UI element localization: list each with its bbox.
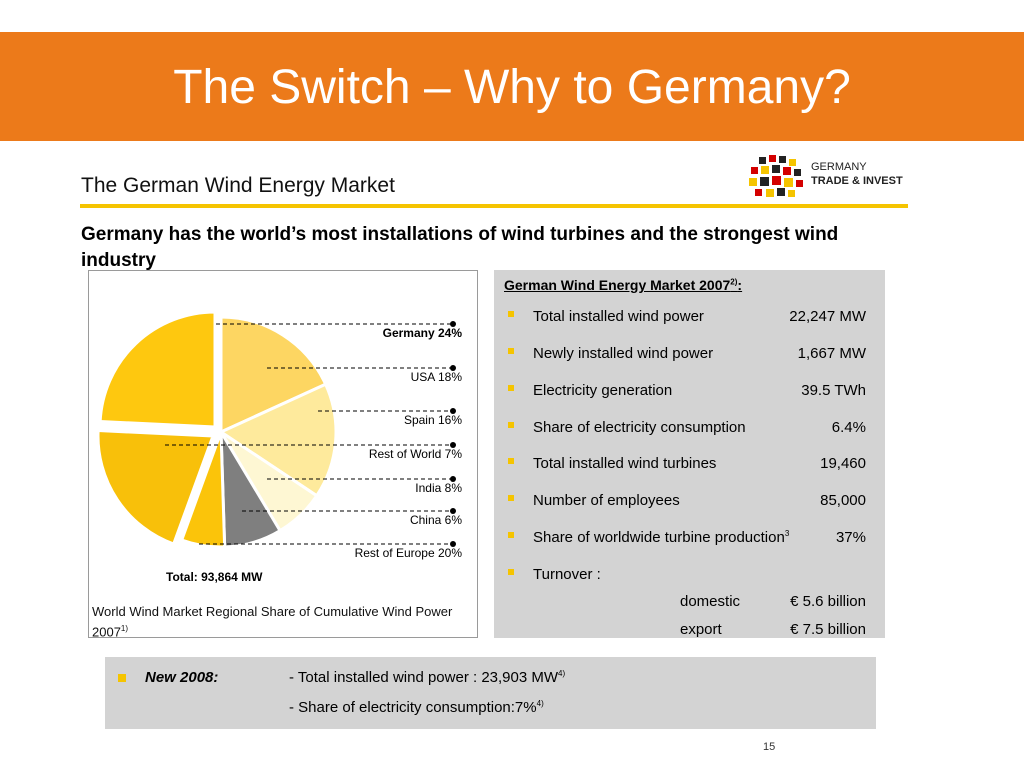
chart-caption-text: World Wind Market Regional Share of Cumu…	[92, 604, 453, 640]
logo-mark-icon	[749, 155, 803, 197]
leader-dot	[450, 321, 456, 327]
bullet-icon	[118, 674, 126, 682]
pie-slice-rest-of-europe	[96, 428, 216, 546]
leader-dot	[450, 442, 456, 448]
turnover-value: € 5.6 billion	[790, 593, 866, 610]
pie-label-china: China 6%	[410, 513, 462, 527]
market-stats-panel: German Wind Energy Market 20072): Total …	[494, 270, 885, 638]
stat-value: 22,247 MW	[789, 308, 866, 325]
bullet-icon	[508, 348, 514, 354]
bullet-icon	[508, 458, 514, 464]
pie-slice-germany	[98, 310, 217, 429]
market-title-text: German Wind Energy Market 2007	[504, 277, 731, 293]
stat-value: 1,667 MW	[797, 345, 866, 362]
stat-label: Share of worldwide turbine production3	[533, 529, 789, 546]
stat-label-footnote: 3	[784, 529, 790, 538]
pie-slice-china	[179, 431, 227, 549]
new-2008-line-1: - Total installed wind power : 23,903 MW…	[289, 669, 565, 686]
stat-label: Electricity generation	[533, 382, 673, 399]
new-2008-line-2-text: - Share of electricity consumption:7%	[289, 699, 537, 716]
pie-label-rest-of-world: Rest of World 7%	[369, 447, 462, 461]
new-2008-heading: New 2008:	[145, 669, 219, 686]
leader-dot	[450, 365, 456, 371]
pie-label-india: India 8%	[415, 481, 462, 495]
bullet-icon	[508, 532, 514, 538]
leader-dot	[450, 476, 456, 482]
stat-row: Share of worldwide turbine production3 3…	[494, 529, 885, 551]
logo-line-2: TRADE & INVEST	[811, 175, 903, 187]
chart-caption-footnote: 1)	[120, 624, 129, 633]
title-bar: The Switch – Why to Germany?	[0, 32, 1024, 141]
stat-label: Total installed wind turbines	[533, 455, 717, 472]
page-number: 15	[763, 741, 776, 753]
pie-slice-spain	[217, 382, 338, 498]
leader-dot	[450, 541, 456, 547]
new-2008-line-1-text: - Total installed wind power : 23,903 MW	[289, 669, 559, 686]
germany-trade-invest-logo	[745, 153, 915, 201]
turnover-label: export	[680, 621, 722, 638]
chart-total-label: Total: 93,864 MW	[166, 570, 263, 584]
leader-dot	[450, 508, 456, 514]
logo-text: GERMANY TRADE & INVEST	[811, 160, 903, 188]
market-title: German Wind Energy Market 20072):	[504, 277, 742, 293]
bullet-icon	[508, 422, 514, 428]
bullet-icon	[508, 569, 514, 575]
market-title-footnote: 2)	[730, 277, 738, 287]
stat-label: Number of employees	[533, 492, 680, 509]
stat-row: Total installed wind turbines 19,460	[494, 455, 885, 477]
stat-row: Newly installed wind power 1,667 MW	[494, 345, 885, 367]
stat-row: Turnover :	[494, 566, 885, 588]
turnover-value: € 7.5 billion	[790, 621, 866, 638]
turnover-row: domestic € 5.6 billion	[494, 593, 885, 615]
new-2008-line-2-footnote: 4)	[536, 699, 544, 708]
pie-label-spain: Spain 16%	[404, 413, 462, 427]
stat-row: Number of employees 85,000	[494, 492, 885, 514]
stat-value: 6.4%	[831, 419, 866, 436]
stat-label: Total installed wind power	[533, 308, 704, 325]
leader-dot	[450, 408, 456, 414]
stat-value: 19,460	[820, 455, 866, 472]
bullet-icon	[508, 385, 514, 391]
chart-caption: World Wind Market Regional Share of Cumu…	[92, 603, 472, 640]
new-2008-line-2: - Share of electricity consumption:7%4)	[289, 699, 544, 716]
pie-label-usa: USA 18%	[411, 370, 463, 384]
stat-label-text: Share of worldwide turbine production	[533, 529, 785, 546]
new-2008-line-1-footnote: 4)	[558, 669, 566, 678]
pie-slice-usa	[219, 315, 328, 435]
stat-row: Share of electricity consumption 6.4%	[494, 419, 885, 441]
pie-label-germany: Germany 24%	[383, 326, 463, 340]
stat-row: Electricity generation 39.5 TWh	[494, 382, 885, 404]
yellow-divider	[80, 204, 908, 208]
stat-row: Total installed wind power 22,247 MW	[494, 308, 885, 330]
market-title-colon: :	[737, 277, 743, 293]
turnover-label: domestic	[680, 593, 741, 610]
stat-value: 39.5 TWh	[801, 382, 866, 399]
pie-chart: Germany 24% USA 18% Spain 16% Rest of World…	[96, 310, 463, 560]
turnover-row: export € 7.5 billion	[494, 621, 885, 643]
new-2008-panel: New 2008: - Total installed wind power :…	[105, 657, 876, 729]
pie-chart-panel: Germany 24% USA 18% Spain 16% Rest of World…	[88, 270, 478, 640]
headline: Germany has the world’s most installatio…	[81, 224, 839, 271]
stat-label: Newly installed wind power	[533, 345, 714, 362]
stat-label: Turnover :	[533, 566, 601, 583]
stat-value: 85,000	[820, 492, 866, 509]
logo-line-1: GERMANY	[811, 161, 867, 173]
stat-value: 37%	[835, 529, 866, 546]
bullet-icon	[508, 495, 514, 501]
bullet-icon	[508, 311, 514, 317]
slide-subtitle: The German Wind Energy Market	[81, 174, 395, 197]
slide-title: The Switch – Why to Germany?	[173, 61, 851, 114]
stat-label: Share of electricity consumption	[533, 419, 746, 436]
pie-label-rest-of-europe: Rest of Europe 20%	[355, 546, 463, 560]
